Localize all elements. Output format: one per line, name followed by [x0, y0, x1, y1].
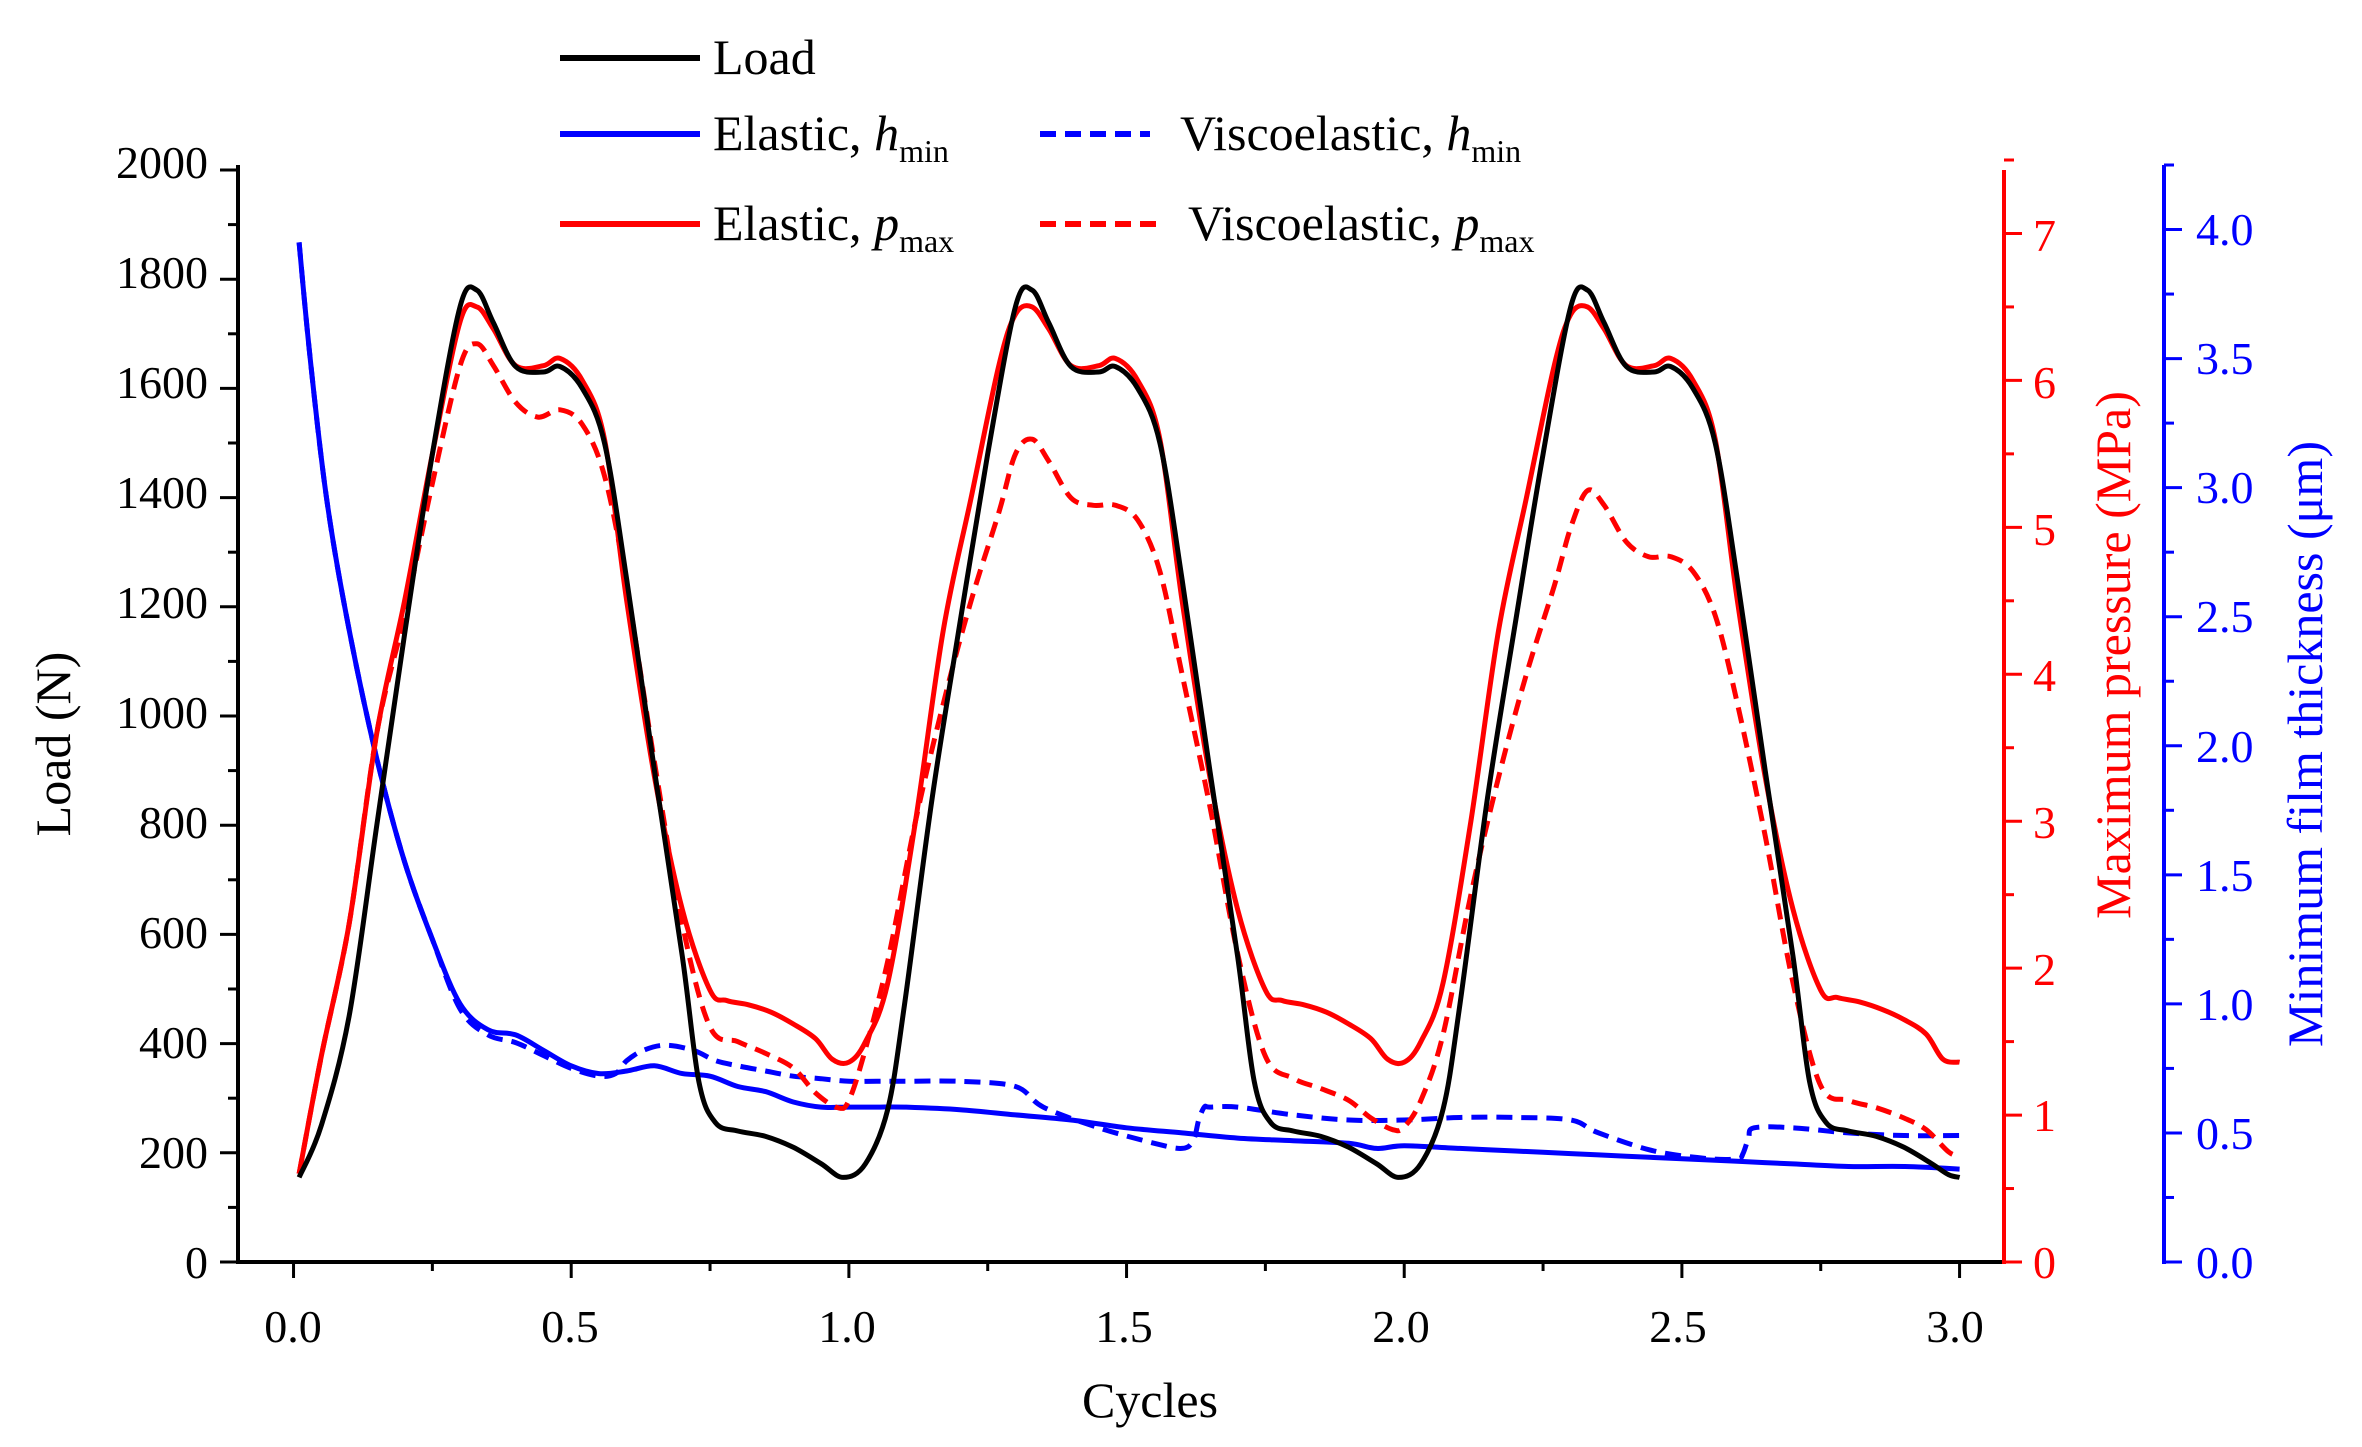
legend-label-elastic-pmax: Elastic, pmax [713, 195, 954, 259]
y3-tick-label: 1.5 [2196, 850, 2254, 901]
legend-label-load: Load [713, 29, 816, 85]
y-tick-label: 1800 [116, 247, 208, 298]
x-axis-title: Cycles [1082, 1372, 1218, 1428]
y3-tick-label: 0.5 [2196, 1108, 2254, 1159]
y2-tick-label: 5 [2033, 504, 2056, 555]
x-tick-label: 1.0 [818, 1301, 876, 1352]
series-line-viscoelastic-hmin [296, 242, 1960, 1163]
y-axis-thickness: 0.0 0.5 1.0 1.5 2.0 2.5 3.0 3.5 4.0 Mini… [2196, 204, 2333, 1288]
legend-label-viscoelastic-hmin: Viscoelastic, hmin [1180, 105, 1521, 169]
legend-entry-elastic-hmin: Elastic, hmin [560, 105, 949, 169]
y2-tick-label: 0 [2033, 1237, 2056, 1288]
y-tick-label: 200 [139, 1127, 208, 1178]
series-line-load [296, 284, 1961, 1180]
legend-entry-elastic-pmax: Elastic, pmax [560, 195, 954, 259]
x-tick-label: 2.0 [1372, 1301, 1430, 1352]
y-axis-title-pressure: Maximum pressure (MPa) [2085, 391, 2141, 919]
series-layer [296, 242, 1961, 1180]
y-tick-label: 1400 [116, 467, 208, 518]
x-tick-label: 0.5 [541, 1301, 599, 1352]
y-tick-label: 400 [139, 1017, 208, 1068]
y2-tick-label: 7 [2033, 210, 2056, 261]
y3-tick-label: 2.5 [2196, 591, 2254, 642]
x-axis: 0.0 0.5 1.0 1.5 2.0 2.5 3.0 Cycles [264, 1301, 1984, 1428]
y3-tick-label: 3.5 [2196, 333, 2254, 384]
y3-tick-label: 0.0 [2196, 1237, 2254, 1288]
legend-label-viscoelastic-pmax: Viscoelastic, pmax [1188, 195, 1534, 259]
y2-tick-label: 4 [2033, 650, 2056, 701]
y-tick-label: 2000 [116, 137, 208, 188]
y3-tick-label: 4.0 [2196, 204, 2254, 255]
legend-entry-viscoelastic-pmax: Viscoelastic, pmax [1040, 195, 1534, 259]
y3-tick-label: 2.0 [2196, 721, 2254, 772]
x-tick-label: 2.5 [1649, 1301, 1707, 1352]
plot-frame [236, 165, 2166, 1264]
y-tick-label: 1200 [116, 577, 208, 628]
legend-entry-load: Load [560, 29, 816, 85]
y2-tick-label: 6 [2033, 357, 2056, 408]
y-tick-label: 800 [139, 797, 208, 848]
y-axis-pressure: 0 1 2 3 4 5 6 7 Maximum pressure (MPa) [2033, 210, 2141, 1288]
x-tick-label: 0.0 [264, 1301, 322, 1352]
x-tick-label: 1.5 [1095, 1301, 1153, 1352]
series-line-elastic-hmin [296, 242, 1960, 1172]
y2-tick-label: 2 [2033, 944, 2056, 995]
axis-ticks [220, 158, 2182, 1278]
legend-label-elastic-hmin: Elastic, hmin [713, 105, 949, 169]
y-axis-title-thickness: Minimum film thickness (μm) [2277, 441, 2333, 1047]
y3-tick-label: 3.0 [2196, 462, 2254, 513]
y-tick-label: 1000 [116, 687, 208, 738]
y-tick-label: 1600 [116, 357, 208, 408]
y3-tick-label: 1.0 [2196, 979, 2254, 1030]
y-axis-title-load: Load (N) [25, 652, 81, 837]
y-tick-label: 600 [139, 907, 208, 958]
y2-tick-label: 1 [2033, 1090, 2056, 1141]
series-line-viscoelastic-pmax [296, 341, 1961, 1175]
series-line-elastic-pmax [296, 302, 1961, 1175]
legend-entry-viscoelastic-hmin: Viscoelastic, hmin [1040, 105, 1521, 169]
y-tick-label: 0 [185, 1237, 208, 1288]
x-tick-label: 3.0 [1926, 1301, 1984, 1352]
legend: Load Elastic, hmin Viscoelastic, hmin El… [560, 29, 1534, 259]
y2-tick-label: 3 [2033, 797, 2056, 848]
y-axis-load: 0 200 400 600 800 1000 1200 1400 1600 18… [25, 137, 208, 1288]
